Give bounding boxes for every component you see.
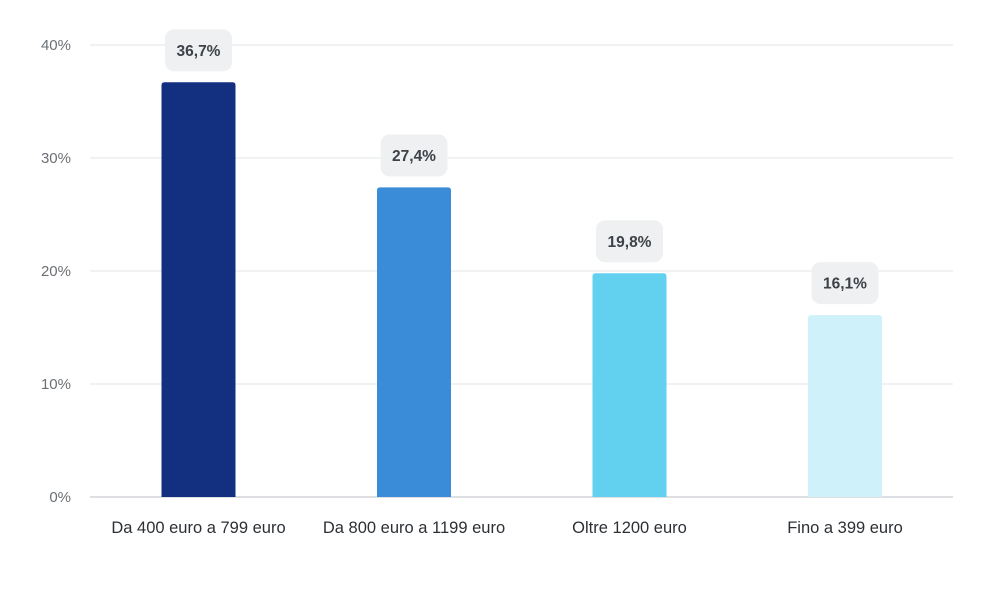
y-tick-label: 20% (41, 263, 71, 280)
value-label-background (165, 29, 232, 72)
bar (808, 315, 882, 497)
value-label: 16,1% (823, 276, 867, 293)
category-label: Fino a 399 euro (787, 519, 903, 537)
value-label-badge: 36,7% (165, 29, 232, 72)
category-label: Da 400 euro a 799 euro (111, 519, 285, 537)
value-label-background (380, 134, 448, 177)
x-axis-categories: Da 400 euro a 799 euro Da 800 euro a 1199… (111, 519, 902, 537)
bar (161, 82, 236, 497)
category-label: Da 800 euro a 1199 euro (323, 519, 505, 537)
bar (592, 273, 667, 497)
value-label-badge: 27,4% (380, 134, 448, 177)
value-label: 19,8% (608, 234, 652, 251)
value-label-background (811, 262, 879, 305)
y-axis-ticks: 0% 10% 20% 30% 40% (41, 37, 71, 506)
category-label: Oltre 1200 euro (572, 519, 687, 537)
value-label: 36,7% (177, 43, 221, 60)
value-label-background (596, 220, 663, 263)
value-label: 27,4% (392, 148, 436, 165)
bar (377, 187, 451, 497)
value-label-badge: 16,1% (811, 262, 879, 305)
y-tick-label: 0% (49, 489, 71, 506)
value-labels: 36,7% 27,4% 19,8% 16,1% (165, 29, 879, 305)
y-tick-label: 10% (41, 376, 71, 393)
y-tick-label: 40% (41, 37, 71, 54)
y-tick-label: 30% (41, 150, 71, 167)
bars (161, 82, 882, 497)
value-label-badge: 19,8% (596, 220, 663, 263)
